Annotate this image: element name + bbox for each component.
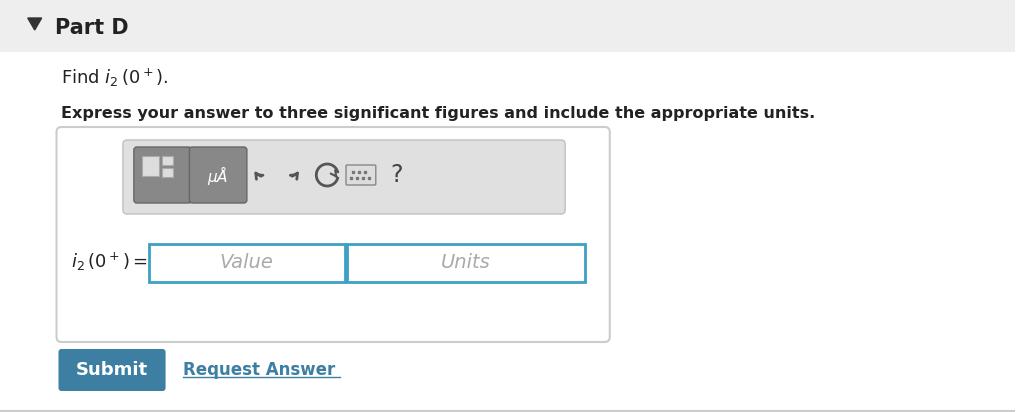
Bar (162, 168, 172, 177)
Text: Find $i_2\,(0^+)$.: Find $i_2\,(0^+)$. (61, 67, 169, 89)
FancyBboxPatch shape (148, 244, 345, 282)
Text: Part D: Part D (54, 18, 128, 38)
Bar (141, 156, 159, 176)
FancyBboxPatch shape (56, 127, 609, 342)
Text: $\mu\AA$: $\mu\AA$ (208, 164, 228, 187)
FancyBboxPatch shape (0, 0, 1016, 52)
Bar (162, 156, 172, 165)
Text: Value: Value (220, 253, 273, 272)
FancyBboxPatch shape (134, 147, 191, 203)
Text: Units: Units (441, 253, 490, 272)
Polygon shape (28, 18, 42, 30)
Text: Submit: Submit (76, 361, 148, 379)
FancyBboxPatch shape (123, 140, 565, 214)
Text: ?: ? (390, 163, 402, 187)
Text: Request Answer: Request Answer (183, 361, 336, 379)
FancyBboxPatch shape (346, 165, 376, 185)
Text: $i_2\,(0^+) =$: $i_2\,(0^+) =$ (72, 251, 148, 273)
FancyBboxPatch shape (189, 147, 247, 203)
Text: Express your answer to three significant figures and include the appropriate uni: Express your answer to three significant… (61, 105, 816, 120)
FancyBboxPatch shape (58, 349, 166, 391)
FancyBboxPatch shape (347, 244, 585, 282)
